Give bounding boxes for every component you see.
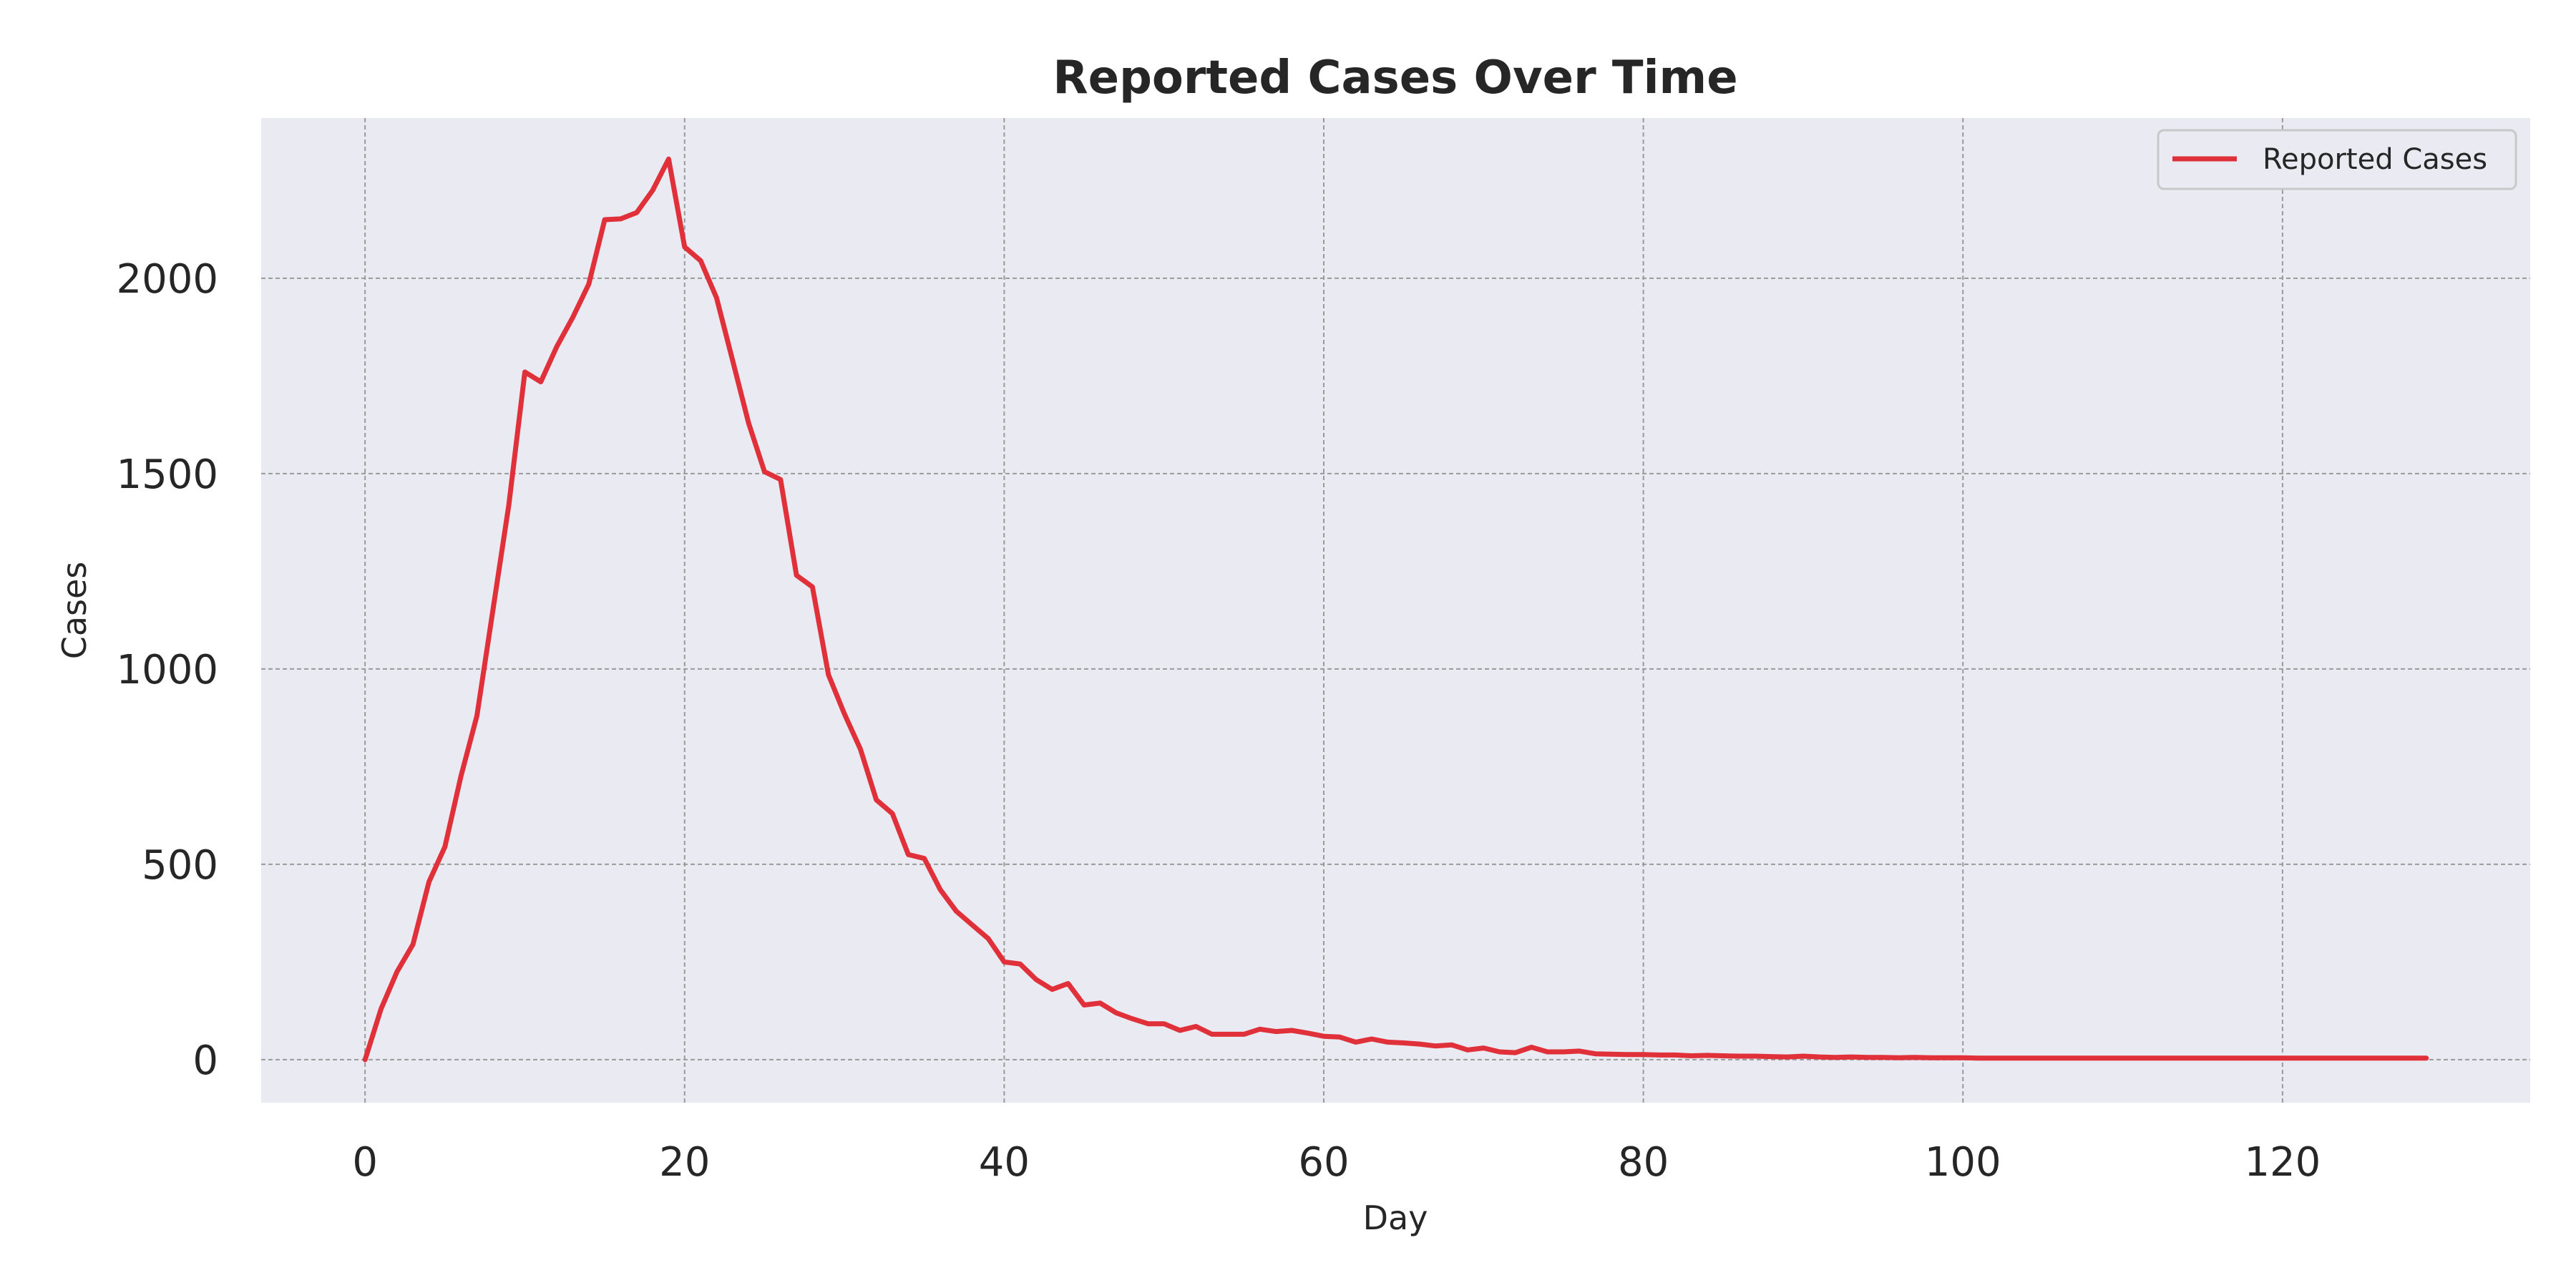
x-tick-labels: 0 20 40 60 80 100 120 (352, 1139, 2321, 1186)
chart-title: Reported Cases Over Time (1053, 52, 1737, 104)
x-tick-label: 0 (352, 1139, 378, 1186)
y-tick-labels: 0 500 1000 1500 2000 (116, 256, 218, 1084)
y-tick-label: 0 (192, 1038, 218, 1084)
series-line-reported-cases (362, 156, 2429, 1063)
x-tick-label: 80 (1618, 1139, 1669, 1186)
y-axis-label: Cases (55, 562, 94, 660)
legend: Reported Cases (2157, 129, 2517, 190)
y-tick-label: 1000 (116, 647, 218, 693)
x-tick-label: 20 (659, 1139, 710, 1186)
plot-background (261, 118, 2530, 1103)
legend-label-reported-cases: Reported Cases (2263, 143, 2487, 176)
y-tick-label: 1500 (116, 452, 218, 498)
x-axis-label: Day (1363, 1199, 1428, 1237)
x-tick-label: 40 (979, 1139, 1030, 1186)
legend-box (2157, 129, 2517, 190)
x-tick-label: 60 (1298, 1139, 1349, 1186)
y-tick-label: 500 (142, 842, 218, 889)
x-tick-label: 100 (1925, 1139, 2001, 1186)
y-tick-label: 2000 (116, 256, 218, 303)
x-tick-label: 120 (2244, 1139, 2321, 1186)
